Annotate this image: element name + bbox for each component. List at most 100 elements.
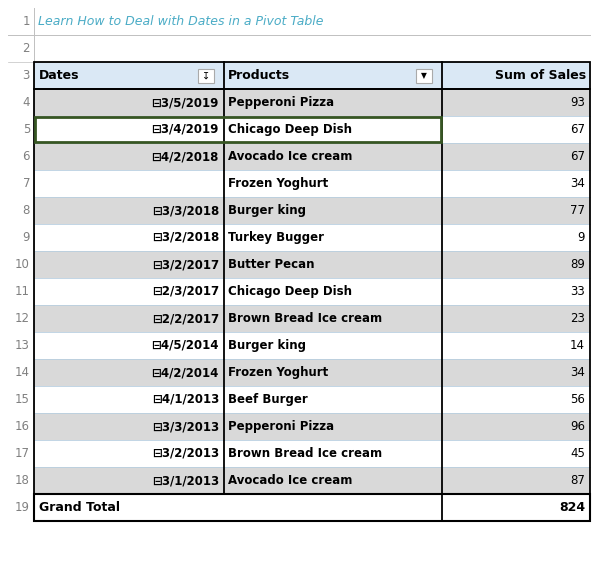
Bar [224, 359, 442, 386]
Text: ⊟4/2/2018: ⊟4/2/2018 [152, 150, 219, 163]
Bar [34, 467, 224, 494]
Text: 23: 23 [570, 312, 585, 325]
Text: Grand Total: Grand Total [39, 501, 120, 514]
Text: 14: 14 [570, 339, 585, 352]
Text: ⊟4/1/2013: ⊟4/1/2013 [152, 393, 219, 406]
Text: Dates: Dates [39, 69, 79, 82]
Text: ⊟3/4/2019: ⊟3/4/2019 [152, 123, 219, 136]
Text: Frozen Yoghurt: Frozen Yoghurt [228, 177, 328, 190]
Text: ⊟3/2/2018: ⊟3/2/2018 [152, 231, 219, 244]
Bar [34, 278, 224, 305]
Text: Sum of Sales: Sum of Sales [495, 69, 586, 82]
Bar [34, 359, 224, 386]
Bar [442, 467, 590, 494]
Text: 34: 34 [570, 366, 585, 379]
Bar [224, 197, 442, 224]
Bar [34, 413, 224, 440]
Text: 9: 9 [23, 231, 30, 244]
Bar [224, 467, 442, 494]
Bar [198, 68, 214, 82]
Text: 5: 5 [23, 123, 30, 136]
Text: 19: 19 [15, 501, 30, 514]
Text: Chicago Deep Dish: Chicago Deep Dish [228, 123, 352, 136]
Bar [416, 68, 432, 82]
Bar [224, 386, 442, 413]
Bar [34, 494, 590, 521]
Bar [35, 117, 441, 142]
Bar [34, 251, 224, 278]
Bar [34, 62, 224, 89]
Text: Pepperoni Pizza: Pepperoni Pizza [228, 96, 334, 109]
Text: 87: 87 [570, 474, 585, 487]
Bar [224, 440, 442, 467]
Bar [34, 116, 224, 143]
Text: 12: 12 [15, 312, 30, 325]
Text: 18: 18 [15, 474, 30, 487]
Bar [442, 197, 590, 224]
Bar [224, 62, 442, 89]
Bar [34, 332, 224, 359]
Text: 16: 16 [15, 420, 30, 433]
Bar [442, 359, 590, 386]
Text: Burger king: Burger king [228, 204, 306, 217]
Text: ⊟2/3/2017: ⊟2/3/2017 [152, 285, 219, 298]
Text: Avocado Ice cream: Avocado Ice cream [228, 474, 352, 487]
Bar [34, 197, 224, 224]
Text: ⊟3/3/2018: ⊟3/3/2018 [152, 204, 219, 217]
Text: 93: 93 [570, 96, 585, 109]
Bar [34, 89, 590, 494]
Bar [224, 305, 442, 332]
Text: 33: 33 [570, 285, 585, 298]
Bar [224, 116, 442, 143]
Bar [224, 251, 442, 278]
Bar [442, 332, 590, 359]
Text: Learn How to Deal with Dates in a Pivot Table: Learn How to Deal with Dates in a Pivot … [38, 15, 324, 28]
Text: 1: 1 [23, 15, 30, 28]
Text: 7: 7 [23, 177, 30, 190]
Text: 77: 77 [570, 204, 585, 217]
Text: 2: 2 [23, 42, 30, 55]
Bar [442, 413, 590, 440]
Bar [442, 62, 590, 89]
Bar [34, 224, 224, 251]
Bar [442, 440, 590, 467]
Text: Brown Bread Ice cream: Brown Bread Ice cream [228, 447, 382, 460]
Text: ⊟4/5/2014: ⊟4/5/2014 [152, 339, 219, 352]
Text: Products: Products [228, 69, 290, 82]
Bar [224, 413, 442, 440]
Text: 4: 4 [23, 96, 30, 109]
Text: ⊟3/2/2013: ⊟3/2/2013 [152, 447, 219, 460]
Bar [224, 332, 442, 359]
Text: 6: 6 [23, 150, 30, 163]
Text: ⊟3/2/2017: ⊟3/2/2017 [152, 258, 219, 271]
Text: 14: 14 [15, 366, 30, 379]
Bar [34, 440, 224, 467]
Bar [442, 170, 590, 197]
Bar [442, 251, 590, 278]
Bar [442, 116, 590, 143]
Text: 15: 15 [15, 393, 30, 406]
Bar [8, 8, 590, 35]
Text: Brown Bread Ice cream: Brown Bread Ice cream [228, 312, 382, 325]
Text: Pepperoni Pizza: Pepperoni Pizza [228, 420, 334, 433]
Text: Chicago Deep Dish: Chicago Deep Dish [228, 285, 352, 298]
Bar [442, 143, 590, 170]
Text: ⊟3/5/2019: ⊟3/5/2019 [152, 96, 219, 109]
Text: Burger king: Burger king [228, 339, 306, 352]
Text: ↧: ↧ [202, 71, 210, 80]
Text: Beef Burger: Beef Burger [228, 393, 308, 406]
Text: ⊟2/2/2017: ⊟2/2/2017 [152, 312, 219, 325]
Bar [442, 224, 590, 251]
Text: 17: 17 [15, 447, 30, 460]
Text: ▼: ▼ [421, 71, 427, 80]
Text: 10: 10 [15, 258, 30, 271]
Bar [8, 35, 590, 62]
Text: 67: 67 [570, 123, 585, 136]
Bar [442, 305, 590, 332]
Bar [442, 89, 590, 116]
Text: 3: 3 [23, 69, 30, 82]
Text: 34: 34 [570, 177, 585, 190]
Text: Avocado Ice cream: Avocado Ice cream [228, 150, 352, 163]
Text: 96: 96 [570, 420, 585, 433]
Bar [34, 143, 224, 170]
